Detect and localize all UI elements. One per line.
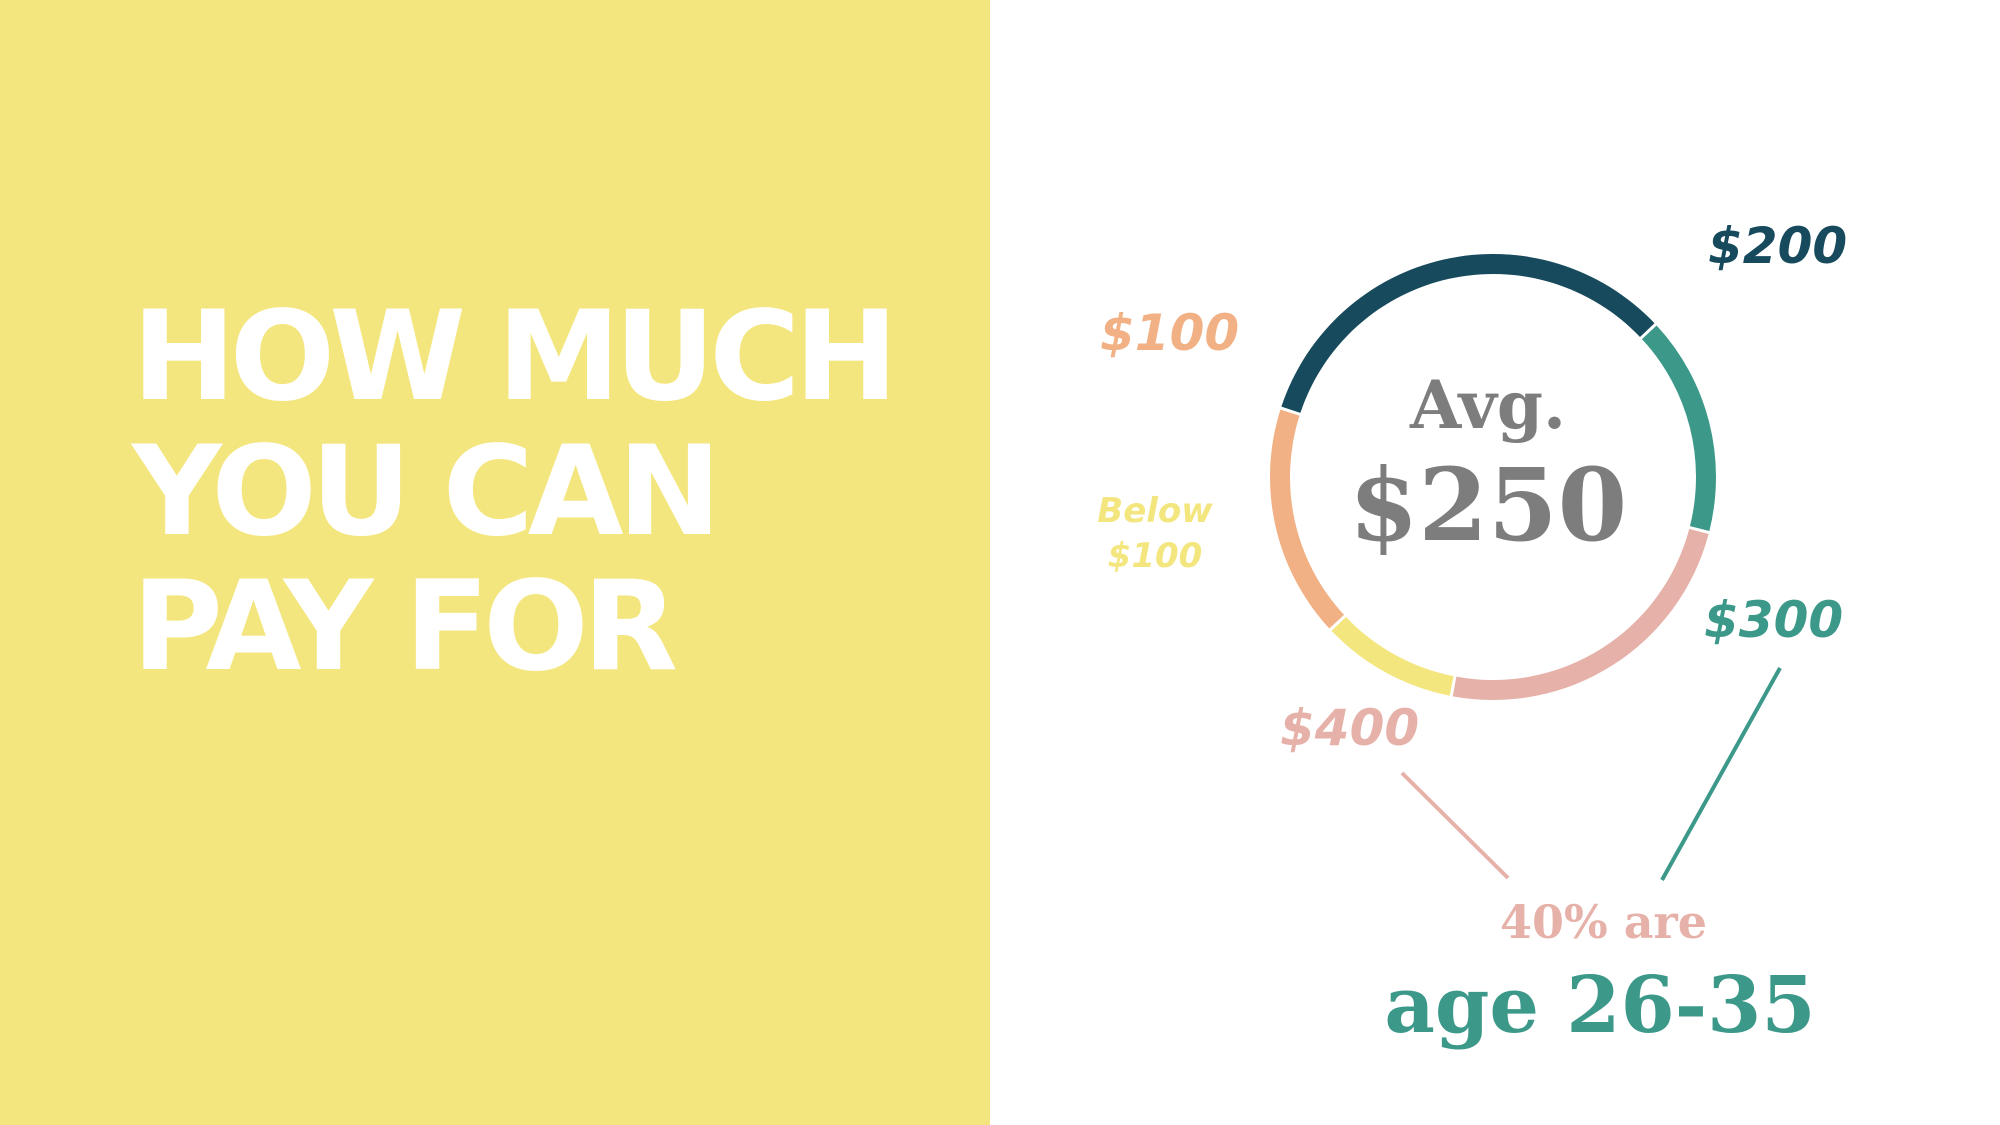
slice-label-400: $400 [1280, 699, 1419, 757]
age-callout-subtitle: 40% are [1500, 895, 1708, 949]
donut-slice-200 [1281, 253, 1655, 413]
center-value: $250 [1349, 446, 1627, 564]
slice-label-200: $200 [1708, 217, 1847, 275]
donut-slice-below-100 [1331, 616, 1454, 696]
connector-line-400 [1400, 771, 1510, 880]
connector-line-300 [1660, 667, 1782, 881]
slice-label-100: $100 [1100, 304, 1239, 362]
left-panel [0, 0, 990, 1125]
slice-label-300: $300 [1704, 591, 1843, 649]
donut-slice-100 [1270, 409, 1345, 629]
headline-line-1: HOW MUCH [132, 285, 898, 429]
donut-slice-300 [1641, 325, 1717, 531]
donut-slice-400 [1452, 528, 1709, 700]
slice-label-below-100-line-2: $100 [1108, 536, 1203, 576]
headline-line-2: YOU CAN [132, 420, 721, 564]
headline-line-3: PAY FOR [132, 555, 678, 699]
headline: HOW MUCH YOU CAN PAY FOR [132, 285, 898, 699]
age-callout-title: age 26-35 [1384, 960, 1816, 1051]
slice-label-below-100-line-1: Below [1097, 491, 1213, 531]
center-label: Avg. [1409, 366, 1566, 444]
donut-slices [1270, 253, 1717, 700]
